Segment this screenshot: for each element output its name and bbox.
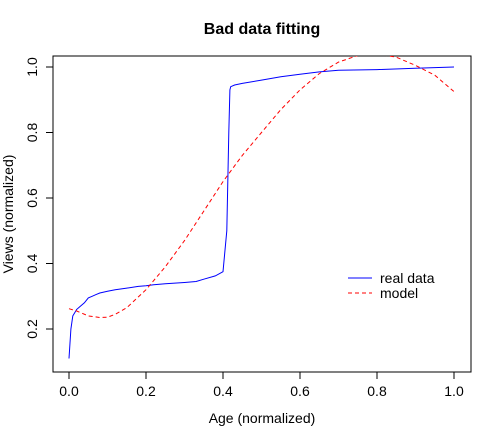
y-tick-label: 0.8 [24, 123, 40, 143]
series-line-real-data [68, 66, 455, 359]
x-tick-label: 1.0 [444, 383, 464, 399]
x-axis-label: Age (normalized) [209, 410, 316, 426]
legend-label-model: model [380, 285, 418, 301]
chart-title: Bad data fitting [204, 21, 320, 38]
series-line-model [68, 56, 455, 319]
x-tick-label: 0.0 [59, 383, 79, 399]
x-tick-label: 0.6 [290, 383, 310, 399]
y-tick-label: 0.4 [24, 254, 40, 274]
y-tick-label: 0.2 [24, 319, 40, 339]
y-axis: 0.2 0.4 0.6 0.8 1.0 [24, 57, 54, 339]
legend-label-real-data: real data [380, 270, 435, 286]
x-tick-label: 0.4 [213, 383, 233, 399]
x-tick-label: 0.2 [136, 383, 156, 399]
y-tick-label: 0.6 [24, 188, 40, 208]
y-tick-label: 1.0 [24, 57, 40, 77]
series-layer [68, 56, 455, 359]
y-axis-label: Views (normalized) [0, 155, 16, 274]
x-axis: 0.0 0.2 0.4 0.6 0.8 1.0 [59, 371, 464, 399]
x-tick-label: 0.8 [367, 383, 387, 399]
plot-frame [52, 55, 472, 373]
